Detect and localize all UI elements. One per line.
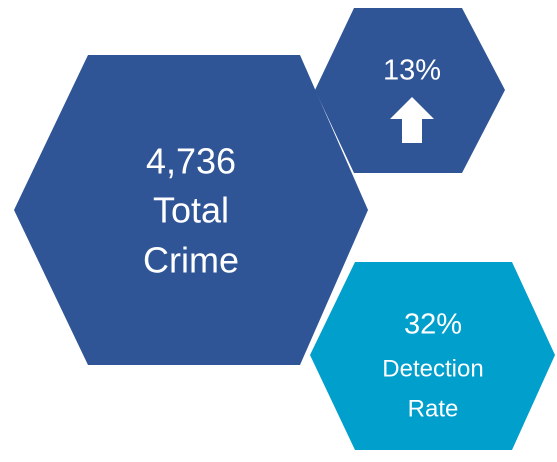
total-crime-hexagon: 4,736 Total Crime [14, 55, 368, 365]
change-value: 13% [383, 55, 441, 87]
detection-rate-hexagon: 32% Detection Rate [310, 262, 555, 450]
hexagon [315, 8, 505, 173]
up-arrow-icon [390, 97, 434, 143]
detection-rate-value: 32% [404, 309, 462, 341]
detection-rate-label: Detection [382, 355, 483, 382]
hexagon [14, 55, 368, 365]
total-crime-value: 4,736 [146, 141, 236, 182]
total-crime-label: Crime [143, 240, 239, 281]
change-hexagon: 13% [315, 8, 505, 173]
hexagon [310, 262, 555, 450]
total-crime-label: Total [153, 190, 229, 231]
detection-rate-label: Rate [408, 395, 459, 422]
